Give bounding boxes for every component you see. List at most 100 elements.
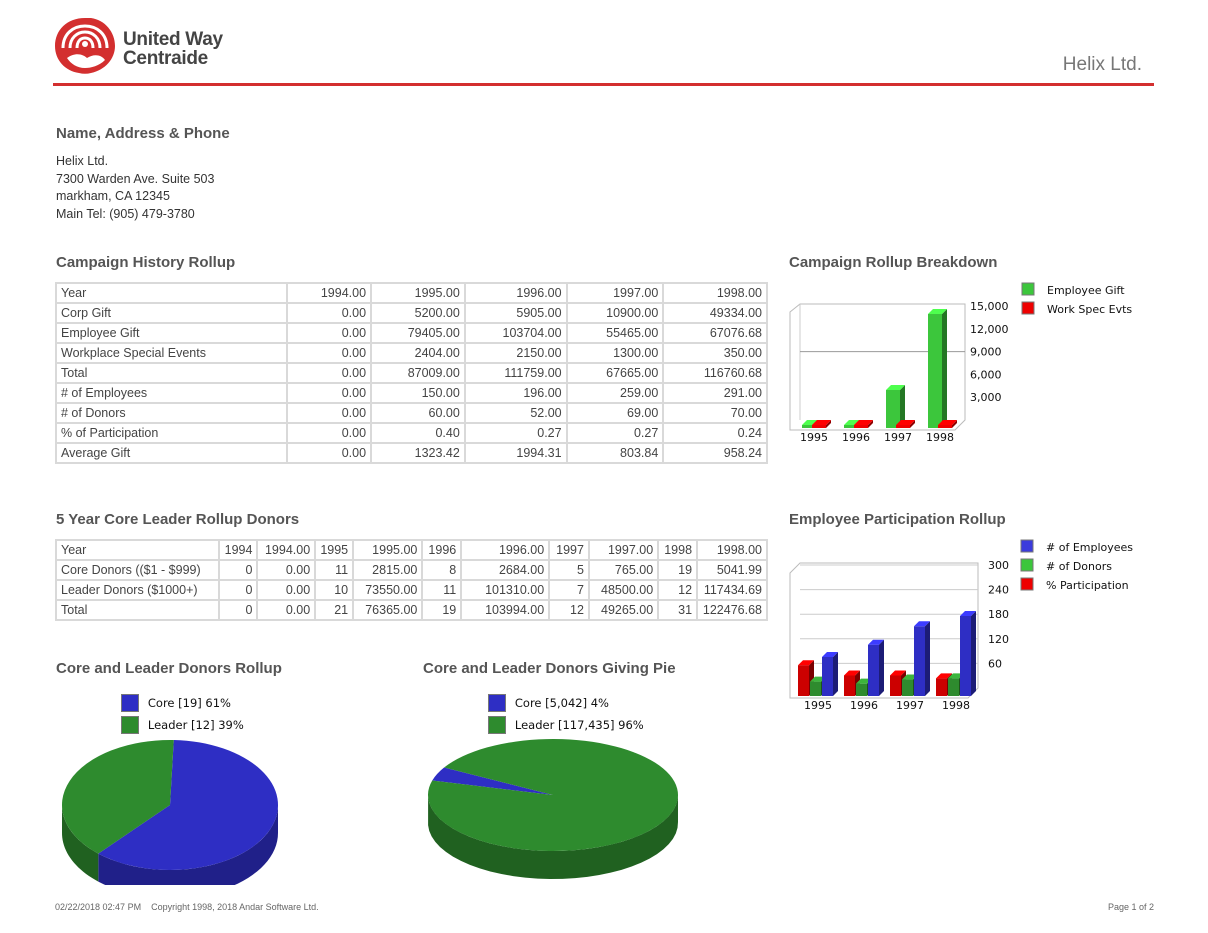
x-tick-label: 1997 bbox=[884, 431, 912, 444]
table-cell: 803.84 bbox=[565, 442, 665, 464]
address-section-title: Name, Address & Phone bbox=[56, 125, 230, 142]
participation-chart: 60 120 180 240 300 1995 1996 1997 1998 # of Emplo… bbox=[789, 539, 1133, 712]
table-cell: 87009.00 bbox=[370, 362, 466, 384]
table-row: Total 0.00 87009.00 111759.00 67665.00 116760… bbox=[54, 362, 768, 384]
table-cell: 1998.00 bbox=[662, 282, 768, 304]
bar-side bbox=[952, 420, 957, 428]
table-cell: 31 bbox=[657, 599, 699, 621]
table-row: Leader Donors ($1000+) 0 0.00 10 73550.00 11 1… bbox=[55, 579, 768, 601]
bar-front bbox=[856, 683, 867, 696]
pie-side bbox=[428, 794, 678, 879]
giving-pie-title: Core and Leader Donors Giving Pie bbox=[423, 660, 676, 677]
header-divider bbox=[53, 83, 1154, 86]
legend-swatch bbox=[1021, 282, 1035, 296]
legend-swatch bbox=[121, 694, 139, 712]
table-cell: 52.00 bbox=[463, 402, 568, 424]
table-cell: 60.00 bbox=[370, 402, 466, 424]
legend-label: Leader [12] 39% bbox=[147, 718, 244, 733]
legend-label: Core [5,042] 4% bbox=[514, 696, 609, 711]
row-label-cell: Average Gift bbox=[54, 442, 289, 464]
table-cell: 1995.00 bbox=[370, 282, 466, 304]
row-label-cell: Corp Gift bbox=[54, 302, 289, 324]
legend-swatch bbox=[1020, 558, 1034, 572]
bar-front bbox=[948, 678, 959, 696]
bar-top bbox=[854, 420, 873, 425]
table-cell: 117434.69 bbox=[696, 579, 768, 601]
table-cell: 0 bbox=[217, 579, 259, 601]
table-cell: 1994.00 bbox=[256, 539, 317, 561]
table-cell: 2150.00 bbox=[463, 342, 568, 364]
table-row: # of Donors 0.00 60.00 52.00 69.00 70.00 bbox=[54, 402, 768, 424]
bar-front bbox=[844, 675, 855, 696]
table-cell: 1995.00 bbox=[352, 539, 424, 561]
table-cell: 0.27 bbox=[463, 422, 568, 444]
table-cell: 10 bbox=[314, 579, 355, 601]
row-label-cell: Core Donors (($1 - $999) bbox=[55, 559, 220, 581]
table-cell: 1997.00 bbox=[587, 539, 660, 561]
bar-top bbox=[822, 652, 838, 657]
bar-top bbox=[798, 660, 814, 666]
table-cell: 1998 bbox=[657, 539, 699, 561]
table-cell: 0.00 bbox=[256, 559, 317, 581]
pie-slice-core bbox=[98, 740, 278, 870]
table-cell: 958.24 bbox=[662, 442, 768, 464]
bar-top bbox=[938, 420, 957, 425]
table-cell: 101310.00 bbox=[460, 579, 551, 601]
table-cell: 0.00 bbox=[286, 402, 373, 424]
table-cell: 259.00 bbox=[565, 382, 665, 404]
bar-top bbox=[914, 621, 930, 627]
bar-top bbox=[890, 670, 906, 676]
table-cell: 67076.68 bbox=[662, 322, 768, 344]
table-cell: 0.00 bbox=[286, 422, 373, 444]
logo-line-2: Centraide bbox=[123, 48, 208, 69]
row-label-cell: # of Employees bbox=[54, 382, 289, 404]
table-cell: 1994.00 bbox=[286, 282, 373, 304]
table-cell: 67665.00 bbox=[565, 362, 665, 384]
giving-pie-legend: Core [5,042] 4% Leader [117,435] 96% bbox=[488, 694, 644, 738]
legend-swatch bbox=[488, 716, 506, 734]
table-cell: 21 bbox=[314, 599, 355, 621]
table-cell: 79405.00 bbox=[370, 322, 466, 344]
table-cell: 1997.00 bbox=[565, 282, 665, 304]
table-cell: 11 bbox=[314, 559, 355, 581]
pie-side bbox=[98, 804, 278, 885]
address-line: 7300 Warden Ave. Suite 503 bbox=[56, 171, 215, 186]
row-label-cell: % of Participation bbox=[54, 422, 289, 444]
table-cell: 19 bbox=[421, 599, 463, 621]
address-line: Helix Ltd. bbox=[56, 154, 109, 168]
bar-front bbox=[844, 425, 858, 428]
y-tick-label: 240 bbox=[988, 584, 1009, 597]
logo-line-1: United Way bbox=[123, 29, 223, 50]
table-cell: 2404.00 bbox=[370, 342, 466, 364]
table-row: % of Participation 0.00 0.40 0.27 0.27 0.24 bbox=[54, 422, 768, 444]
table-cell: 2815.00 bbox=[352, 559, 424, 581]
y-tick-label: 6,000 bbox=[970, 368, 1002, 381]
bar-side bbox=[925, 621, 930, 696]
bar-side bbox=[910, 420, 915, 428]
table-row: Year 1994.00 1995.00 1996.00 1997.00 1998.00 bbox=[54, 282, 768, 304]
giving-pie-chart bbox=[428, 739, 678, 879]
table-row: # of Employees 0.00 150.00 196.00 259.00 291.… bbox=[54, 382, 768, 404]
bar-top bbox=[896, 420, 915, 425]
bar-top bbox=[928, 309, 947, 314]
pie-slice-core bbox=[432, 767, 553, 795]
address-line: Main Tel: (905) 479-3780 bbox=[56, 206, 195, 221]
table-cell: 0.00 bbox=[256, 599, 317, 621]
table-cell: 1997 bbox=[548, 539, 590, 561]
bar bbox=[886, 385, 905, 428]
x-tick-label: 1996 bbox=[842, 431, 870, 444]
table-cell: 5041.99 bbox=[696, 559, 768, 581]
table-cell: 103704.00 bbox=[463, 322, 568, 344]
table-cell: 0.40 bbox=[370, 422, 466, 444]
bar-side bbox=[879, 639, 884, 696]
table-cell: 76365.00 bbox=[352, 599, 424, 621]
bar bbox=[928, 309, 947, 428]
x-tick-label: 1997 bbox=[896, 699, 924, 712]
core-leader-table: Year 1994 1994.00 1995 1995.00 1996 1996.00 199… bbox=[55, 539, 768, 621]
table-cell: 0.00 bbox=[286, 442, 373, 464]
bar-front bbox=[896, 425, 910, 428]
y-tick-label: 180 bbox=[988, 608, 1009, 621]
bar-side bbox=[942, 309, 947, 428]
table-cell: 5905.00 bbox=[463, 302, 568, 324]
bar-front bbox=[960, 616, 971, 696]
